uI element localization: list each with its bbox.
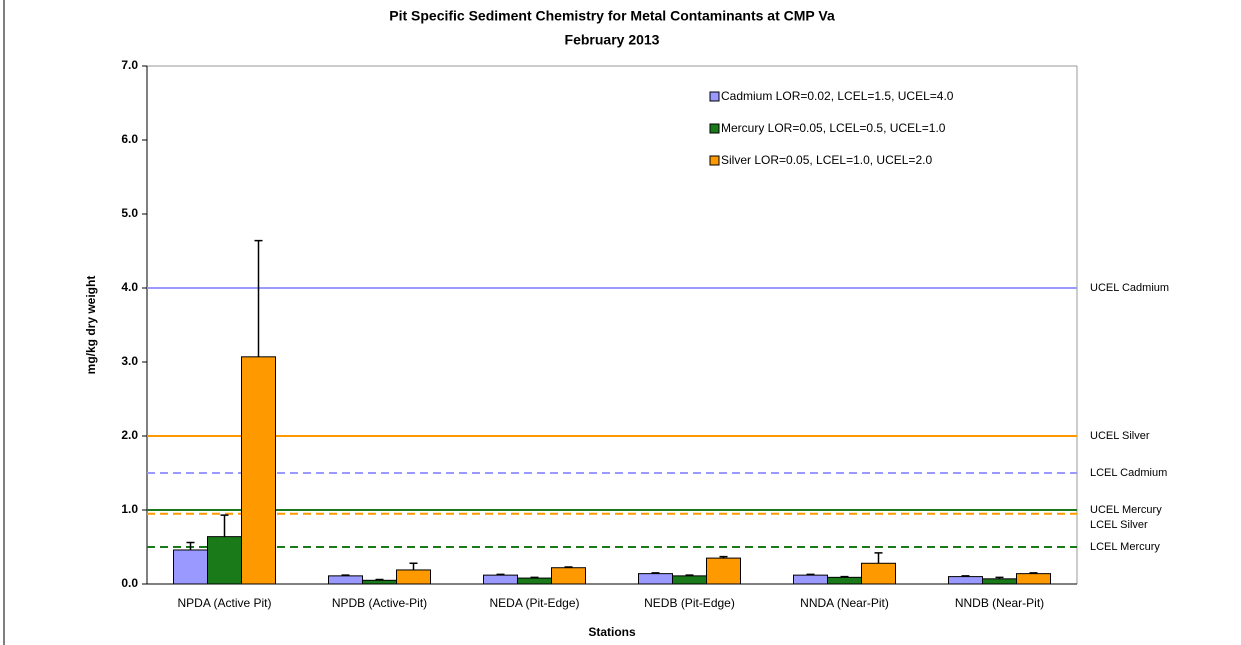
error-bar [995, 576, 1004, 579]
error-bar [186, 541, 195, 550]
y-tick-label: 1.0 [121, 502, 138, 516]
y-tick-label: 4.0 [121, 280, 138, 294]
bar [638, 573, 673, 585]
y-tick-label: 2.0 [121, 428, 138, 442]
y-tick-label: 3.0 [121, 354, 138, 368]
bar [982, 578, 1017, 585]
bar [362, 579, 397, 585]
legend-label: Silver LOR=0.05, LCEL=1.0, UCEL=2.0 [721, 153, 932, 167]
legend-swatch [709, 91, 720, 102]
legend-label: Mercury LOR=0.05, LCEL=0.5, UCEL=1.0 [721, 121, 946, 135]
x-tick-label: NPDB (Active-Pit) [332, 596, 427, 610]
chart-subtitle: February 2013 [565, 32, 660, 48]
x-tick-label: NEDB (Pit-Edge) [644, 596, 735, 610]
error-bar [220, 514, 229, 537]
bar [396, 569, 431, 585]
error-bar [685, 574, 694, 576]
reference-label: LCEL Silver [1090, 519, 1148, 531]
error-bar [530, 576, 539, 579]
error-bar [409, 562, 418, 570]
bar [827, 576, 862, 585]
y-tick-label: 5.0 [121, 206, 138, 220]
bar [483, 574, 518, 585]
reference-label: LCEL Cadmium [1090, 467, 1167, 479]
reference-label: UCEL Mercury [1090, 504, 1162, 516]
bar [173, 549, 208, 585]
error-bar [719, 555, 728, 559]
y-tick-label: 0.0 [121, 576, 138, 590]
error-bar [1029, 572, 1038, 574]
error-bar [806, 573, 815, 576]
reference-label: LCEL Mercury [1090, 541, 1160, 553]
y-tick-label: 7.0 [121, 58, 138, 72]
error-bar [961, 575, 970, 577]
y-tick-label: 6.0 [121, 132, 138, 146]
reference-label: UCEL Silver [1090, 430, 1150, 442]
bar [706, 557, 741, 585]
bar [793, 574, 828, 585]
x-tick-label: NEDA (Pit-Edge) [489, 596, 579, 610]
error-bar [651, 572, 660, 574]
bar [1016, 573, 1051, 585]
error-bar [496, 573, 505, 576]
x-tick-label: NNDB (Near-Pit) [955, 596, 1044, 610]
legend-swatch [709, 123, 720, 134]
bar [948, 576, 983, 585]
error-bar [341, 574, 350, 576]
bar [207, 536, 242, 585]
legend-swatch [709, 155, 720, 166]
bar [328, 575, 363, 585]
error-bar [840, 575, 849, 578]
x-tick-label: NNDA (Near-Pit) [800, 596, 889, 610]
chart-title: Pit Specific Sediment Chemistry for Meta… [389, 8, 835, 24]
bar [551, 567, 586, 585]
bar [241, 356, 276, 585]
legend-label: Cadmium LOR=0.02, LCEL=1.5, UCEL=4.0 [721, 89, 954, 103]
x-axis-label: Stations [588, 625, 636, 639]
error-bar [254, 239, 263, 357]
bar [517, 577, 552, 585]
error-bar [874, 552, 883, 564]
x-tick-label: NPDA (Active Pit) [177, 596, 271, 610]
error-bar [375, 578, 384, 581]
error-bar [564, 566, 573, 568]
reference-label: UCEL Cadmium [1090, 282, 1169, 294]
bar [861, 562, 896, 585]
bar [672, 575, 707, 585]
y-axis-label: mg/kg dry weight [84, 276, 98, 375]
